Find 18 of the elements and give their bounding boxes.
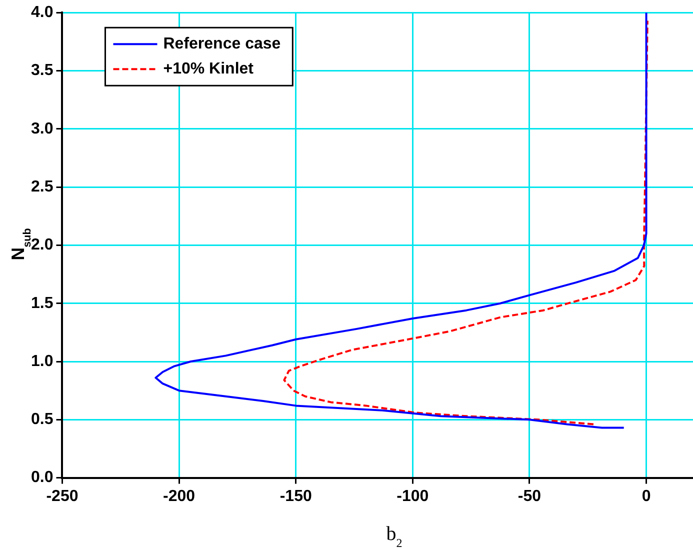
x-tick-label: -150 <box>280 488 312 505</box>
x-tick-label: -200 <box>163 488 196 505</box>
y-tick-label: 0.0 <box>30 469 54 486</box>
y-tick-label: 1.5 <box>30 294 54 312</box>
y-tick-label: 3.5 <box>30 62 54 80</box>
legend-label: +10% Kinlet <box>163 60 254 78</box>
y-tick-label: 1.0 <box>30 352 54 370</box>
x-tick-label: -250 <box>46 488 78 505</box>
y-tick-label: 2.5 <box>30 178 54 196</box>
x-tick-label: -50 <box>518 488 542 505</box>
y-tick-label: 0.5 <box>30 411 54 428</box>
y-tick-label: 2.0 <box>30 236 54 254</box>
legend-label: Reference case <box>163 36 281 53</box>
line-series <box>283 20 648 426</box>
y-tick-label: 4.0 <box>30 4 54 22</box>
x-tick-label: 0 <box>642 488 651 505</box>
x-tick-label: -100 <box>396 488 429 505</box>
y-tick-label: 3.0 <box>30 120 54 138</box>
